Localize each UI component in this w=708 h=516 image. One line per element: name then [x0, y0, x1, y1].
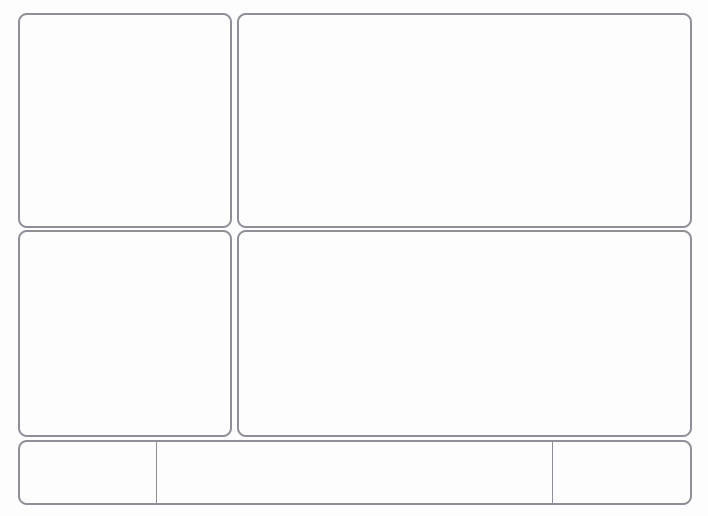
- title-block-center-cell: [157, 442, 552, 503]
- detail-plot: [20, 15, 230, 226]
- remarks-line2-label: [322, 382, 349, 409]
- tables-panel: [237, 230, 692, 437]
- overview-panel: [18, 230, 232, 437]
- overview-plot: [20, 232, 230, 435]
- calculation-method-value: [505, 379, 532, 407]
- title-block: [18, 440, 692, 505]
- inspector-box: [552, 442, 690, 503]
- remarks-label: [252, 358, 279, 394]
- development-chart: [239, 15, 690, 226]
- development-panel: [237, 13, 692, 228]
- detail-panel: [18, 13, 232, 228]
- title-block-left-cell: [20, 442, 157, 503]
